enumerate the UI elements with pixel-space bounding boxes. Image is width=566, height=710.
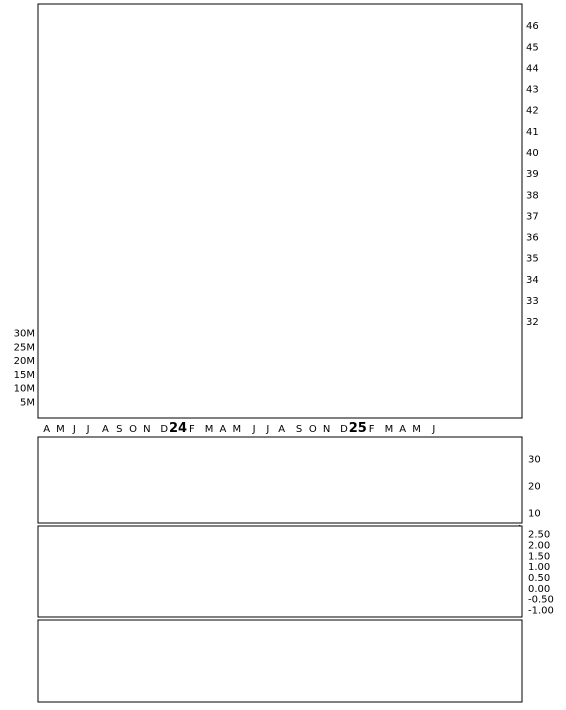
x-axis-label: J [252,424,256,435]
volume-tick-label: 5M [20,397,35,408]
price-tick-label: 46 [526,21,539,32]
x-axis-label: F [369,424,375,435]
volume-tick-label: 20M [14,356,35,367]
macd-tick-label: -0.50 [528,595,554,606]
x-axis-label: M [205,424,214,435]
price-tick-label: 44 [526,63,539,74]
x-axis-label: 24 [169,421,187,436]
x-axis-label: M [232,424,241,435]
macd-tick-label: 1.50 [528,551,550,562]
price-tick-label: 43 [526,85,539,96]
price-tick-label: 35 [526,254,539,265]
price-tick-label: 33 [526,296,539,307]
x-axis-label: O [129,424,137,435]
adx-tick-label: 10 [528,508,541,519]
volume-tick-label: 25M [14,342,35,353]
x-axis-label: A [220,424,227,435]
volume-tick-label: 10M [14,384,35,395]
x-axis-label: S [116,424,122,435]
macd-tick-label: -1.00 [528,605,554,616]
x-axis-label: A [278,424,285,435]
x-axis-label: D [160,424,168,435]
x-axis-label: M [412,424,421,435]
price-tick-label: 42 [526,106,539,117]
adx-panel-frame [37,436,523,524]
x-axis-label: J [86,424,90,435]
x-axis-label: S [296,424,302,435]
price-tick-label: 39 [526,169,539,180]
macd-tick-label: 1.00 [528,562,550,573]
macd-tick-label: 0.00 [528,584,550,595]
adx-tick-label: 20 [528,481,541,492]
price-tick-label: 32 [526,317,539,328]
x-axis-label: 25 [349,421,367,436]
x-axis-label: M [56,424,65,435]
x-axis-label: N [143,424,150,435]
price-tick-label: 40 [526,148,539,159]
macd-tick-label: 2.00 [528,540,550,551]
macd-panel-frame [37,525,523,618]
macd-tick-label: 2.50 [528,530,550,541]
adx-tick-label: 30 [528,455,541,466]
x-axis-label: F [189,424,195,435]
price-tick-label: 45 [526,42,539,53]
x-axis-label: J [72,424,76,435]
x-axis-label: A [43,424,50,435]
price-tick-label: 37 [526,211,539,222]
x-axis-label: J [431,424,435,435]
x-axis-label: A [399,424,406,435]
volume-tick-label: 30M [14,329,35,340]
x-axis-label: J [265,424,269,435]
x-axis-label: M [385,424,394,435]
x-axis-label: A [102,424,109,435]
x-axis-label: O [309,424,317,435]
x-axis-label: N [323,424,330,435]
rs-panel-frame [37,619,523,703]
price-tick-label: 36 [526,233,539,244]
price-tick-label: 34 [526,275,539,286]
price-tick-label: 38 [526,190,539,201]
price-tick-label: 41 [526,127,539,138]
volume-tick-label: 15M [14,370,35,381]
price-panel-frame [37,3,523,419]
x-axis-label: D [340,424,348,435]
macd-tick-label: 0.50 [528,573,550,584]
